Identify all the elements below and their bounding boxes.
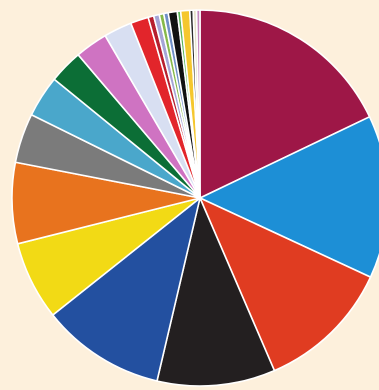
pie-slices bbox=[11, 9, 379, 387]
pie-slice-23 bbox=[195, 9, 201, 199]
pie-slice-3 bbox=[199, 197, 372, 372]
pie-slice-4 bbox=[156, 197, 276, 387]
pie-slice-2 bbox=[199, 116, 379, 278]
pie-slice-1 bbox=[199, 9, 371, 199]
pie-slice-5 bbox=[52, 197, 201, 382]
